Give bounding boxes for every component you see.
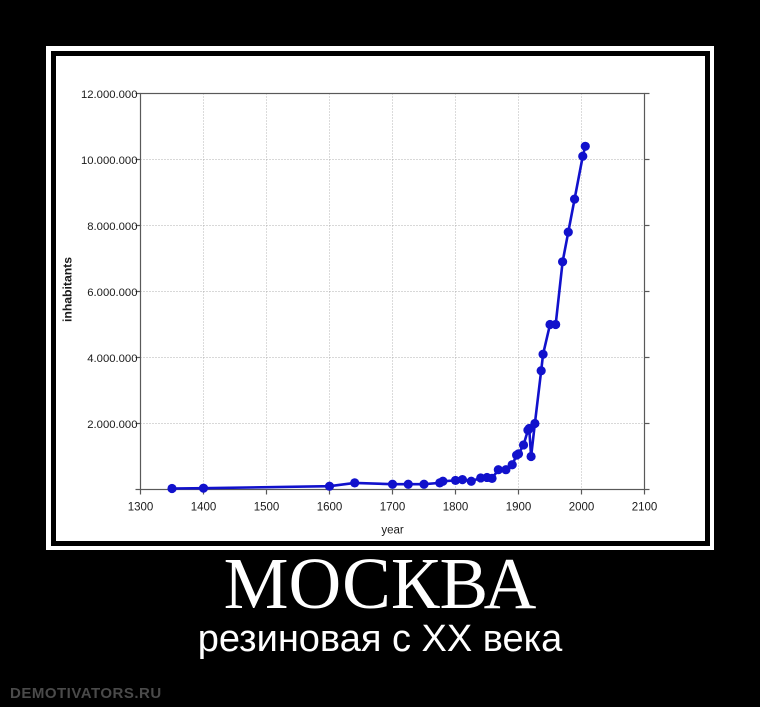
svg-text:1600: 1600: [316, 501, 342, 513]
svg-text:2000: 2000: [568, 501, 594, 513]
svg-text:1900: 1900: [505, 501, 531, 513]
svg-text:2100: 2100: [631, 501, 657, 513]
svg-text:10.000.000: 10.000.000: [80, 155, 137, 167]
svg-text:4.000.000: 4.000.000: [87, 353, 137, 365]
svg-text:8.000.000: 8.000.000: [87, 221, 137, 233]
svg-text:1400: 1400: [190, 501, 216, 513]
svg-text:inhabitants: inhabitants: [60, 256, 74, 321]
svg-text:1300: 1300: [127, 501, 153, 513]
svg-text:1500: 1500: [253, 501, 279, 513]
svg-text:2.000.000: 2.000.000: [87, 419, 137, 431]
svg-text:1700: 1700: [379, 501, 405, 513]
svg-text:year: year: [381, 524, 404, 536]
svg-text:12.000.000: 12.000.000: [80, 89, 137, 101]
svg-text:6.000.000: 6.000.000: [87, 287, 137, 299]
svg-text:1800: 1800: [442, 501, 468, 513]
